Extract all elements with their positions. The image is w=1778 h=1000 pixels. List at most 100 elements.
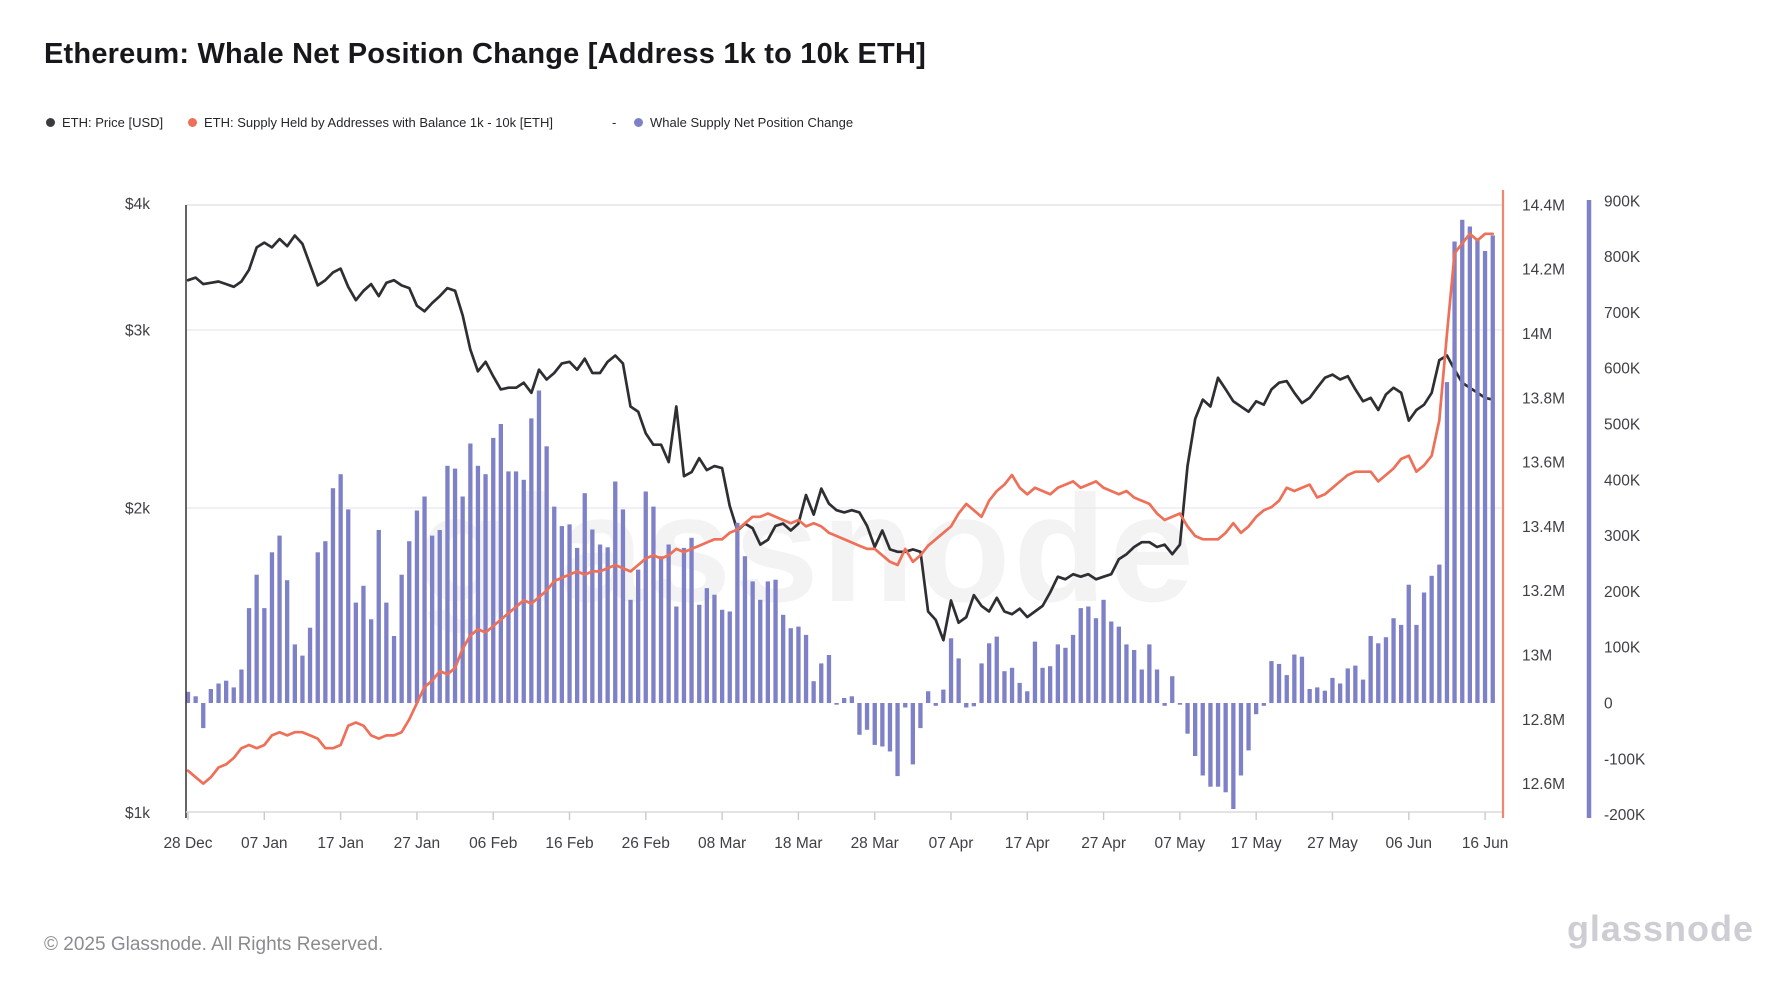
bar bbox=[254, 574, 259, 703]
legend-item-whale[interactable]: Whale Supply Net Position Change bbox=[634, 115, 853, 130]
x-axis-label: 27 May bbox=[1307, 835, 1358, 852]
supply-axis-label: 14M bbox=[1522, 326, 1552, 343]
bar bbox=[803, 634, 809, 703]
price-axis-label: $4k bbox=[125, 196, 150, 213]
bar bbox=[414, 510, 420, 703]
change-axis-label: -100K bbox=[1604, 751, 1646, 768]
bar bbox=[735, 522, 740, 703]
legend-item-price[interactable]: ETH: Price [USD] bbox=[46, 115, 163, 130]
bar bbox=[834, 703, 839, 705]
bar bbox=[239, 669, 244, 703]
bar bbox=[1482, 251, 1488, 703]
bar bbox=[208, 689, 213, 703]
bar bbox=[224, 680, 229, 703]
bar bbox=[1315, 687, 1320, 703]
legend-price-label: ETH: Price [USD] bbox=[62, 115, 164, 130]
change-axis-label: 100K bbox=[1604, 640, 1641, 657]
change-axis-label: 700K bbox=[1604, 305, 1641, 322]
bar bbox=[1414, 624, 1419, 703]
bar bbox=[1231, 703, 1236, 809]
bar bbox=[933, 703, 938, 706]
bar bbox=[384, 602, 389, 703]
bar bbox=[1421, 592, 1427, 703]
bar bbox=[597, 544, 603, 703]
supply-axis-label: 13M bbox=[1522, 648, 1552, 665]
bar bbox=[452, 468, 458, 703]
bar bbox=[811, 681, 816, 703]
page-title: Ethereum: Whale Net Position Change [Add… bbox=[44, 38, 926, 70]
bar bbox=[1254, 703, 1259, 715]
bar bbox=[979, 663, 984, 703]
bar bbox=[506, 471, 511, 703]
bar bbox=[742, 556, 748, 703]
bar bbox=[1330, 677, 1335, 703]
bar bbox=[926, 691, 931, 703]
bar bbox=[1147, 644, 1152, 703]
bar bbox=[628, 599, 633, 703]
bar bbox=[353, 602, 358, 703]
bar bbox=[330, 488, 336, 703]
bar bbox=[1444, 382, 1450, 703]
bar bbox=[391, 636, 397, 703]
bar bbox=[727, 611, 732, 703]
x-axis-label: 08 Mar bbox=[698, 835, 746, 852]
bar bbox=[361, 585, 366, 703]
bar bbox=[1086, 606, 1091, 703]
bar bbox=[1322, 690, 1327, 703]
bar bbox=[1452, 241, 1457, 703]
change-axis-label: 800K bbox=[1604, 249, 1641, 266]
supply-series-dot-icon bbox=[188, 118, 197, 127]
bar bbox=[1307, 689, 1312, 703]
bar bbox=[620, 509, 626, 703]
bar bbox=[468, 443, 473, 703]
bar bbox=[1017, 682, 1022, 703]
change-axis-label: 300K bbox=[1604, 528, 1641, 545]
bar bbox=[1261, 703, 1266, 706]
bar bbox=[422, 496, 427, 703]
bar bbox=[346, 509, 351, 703]
bar bbox=[796, 626, 801, 703]
bar bbox=[567, 524, 572, 703]
bar bbox=[1139, 669, 1144, 703]
bar bbox=[1467, 226, 1472, 703]
bar bbox=[269, 552, 275, 703]
bar bbox=[1292, 654, 1297, 703]
bar bbox=[1109, 621, 1114, 703]
x-axis-label: 17 May bbox=[1231, 835, 1282, 852]
bar bbox=[681, 547, 687, 703]
price-axis-label: $1k bbox=[125, 805, 150, 822]
bar bbox=[369, 619, 374, 703]
bar bbox=[636, 569, 641, 703]
bar bbox=[1475, 238, 1480, 703]
bar bbox=[1238, 703, 1244, 776]
price-axis-label: $2k bbox=[125, 500, 150, 517]
bar bbox=[1338, 683, 1343, 703]
bar bbox=[231, 687, 236, 703]
bar bbox=[1299, 656, 1305, 703]
bar bbox=[849, 696, 854, 703]
x-axis-label: 07 Apr bbox=[929, 835, 974, 852]
bar bbox=[246, 608, 252, 703]
bar bbox=[582, 493, 587, 703]
bar bbox=[651, 506, 656, 703]
supply-axis-label: 13.4M bbox=[1522, 519, 1565, 536]
bar bbox=[1215, 703, 1221, 787]
x-axis-label: 18 Mar bbox=[774, 835, 822, 852]
bar bbox=[1093, 618, 1099, 703]
bar bbox=[1170, 676, 1175, 703]
bar bbox=[1360, 679, 1366, 703]
bar bbox=[1154, 669, 1160, 703]
legend-item-supply[interactable]: ETH: Supply Held by Addresses with Balan… bbox=[188, 115, 553, 130]
bar bbox=[994, 636, 999, 703]
bar bbox=[964, 703, 969, 708]
bar bbox=[185, 691, 191, 703]
bar bbox=[277, 535, 282, 703]
bar bbox=[1399, 624, 1404, 703]
x-axis-label: 17 Jan bbox=[317, 835, 364, 852]
bar bbox=[781, 614, 786, 703]
bar bbox=[201, 703, 206, 729]
bar bbox=[613, 481, 618, 703]
supply-axis-label: 12.8M bbox=[1522, 712, 1565, 729]
bar bbox=[483, 474, 488, 703]
x-axis-label: 17 Apr bbox=[1005, 835, 1050, 852]
